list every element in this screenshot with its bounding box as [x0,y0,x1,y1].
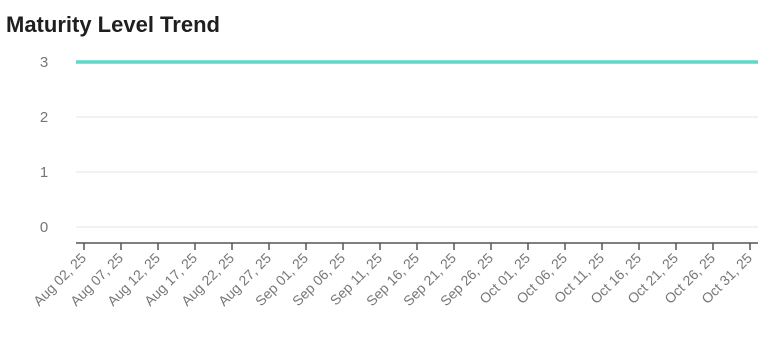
y-axis-labels: 0 1 2 3 [40,54,48,236]
y-tick-label: 2 [40,109,48,126]
grid-lines [76,61,758,228]
chart-title: Maturity Level Trend [6,12,220,37]
y-tick-label: 1 [40,164,48,181]
y-tick-label: 3 [40,54,48,71]
y-tick-label: 0 [40,219,48,236]
